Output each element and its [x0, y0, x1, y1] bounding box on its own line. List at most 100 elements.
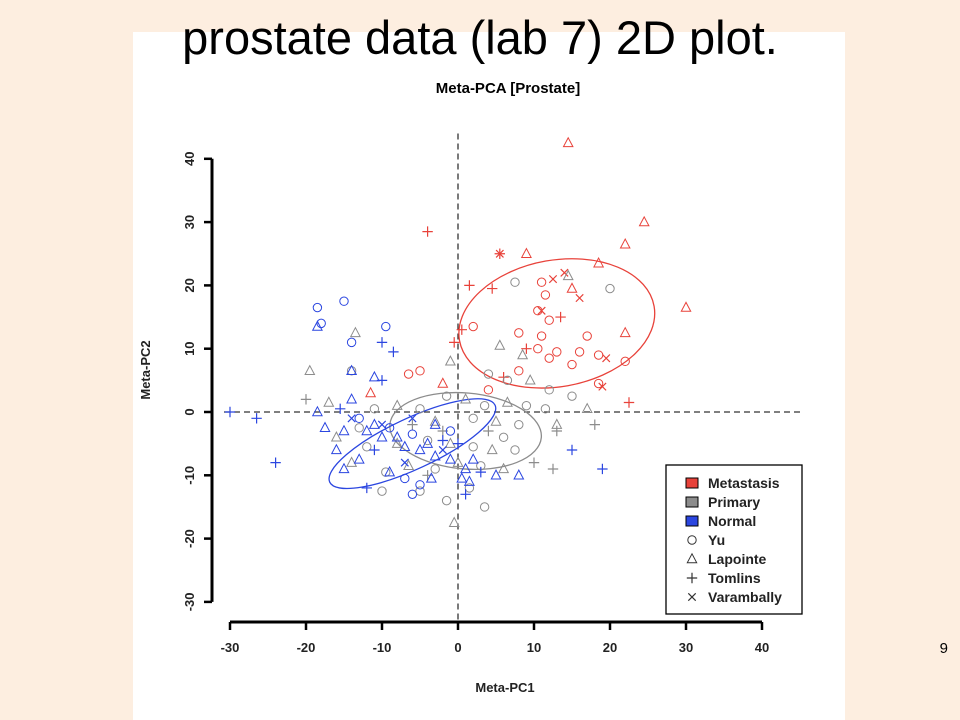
data-point-normal — [270, 457, 281, 468]
data-point-primary — [589, 419, 600, 430]
legend-marker-varambally — [687, 592, 697, 602]
axes: -30 -20 -10 0 10 20 30 40 -30 -20 -10 0 10 20 30 40 — [182, 152, 769, 655]
legend-marker-yu — [687, 535, 697, 545]
data-point-primary — [304, 364, 316, 376]
data-point-normal — [407, 489, 418, 499]
data-point-primary — [300, 394, 312, 405]
legend-label-metastasis: Metastasis — [708, 475, 780, 491]
data-point-normal — [400, 458, 409, 467]
data-point-metastasis — [365, 386, 377, 398]
data-point-metastasis — [520, 247, 532, 258]
y-tick-label: 20 — [182, 278, 197, 292]
y-tick-label: 30 — [182, 215, 197, 229]
data-point-primary — [330, 431, 342, 442]
data-point-normal — [346, 337, 357, 348]
data-point-metastasis — [468, 321, 478, 332]
data-point-normal — [422, 437, 434, 448]
data-point-metastasis — [562, 136, 574, 148]
data-point-normal — [311, 320, 323, 331]
data-point-primary — [441, 391, 452, 401]
data-point-normal — [311, 405, 323, 417]
x-tick-label: -30 — [221, 640, 240, 655]
data-point-primary — [468, 442, 478, 452]
data-point-primary — [391, 399, 403, 410]
data-point-primary — [483, 369, 494, 379]
data-point-primary — [441, 495, 452, 506]
data-point-normal — [376, 375, 388, 386]
slide-title: prostate data (lab 7) 2D plot. — [182, 11, 778, 64]
data-point-primary — [562, 269, 574, 281]
confidence-ellipses — [328, 258, 656, 490]
data-point-primary — [547, 463, 559, 475]
data-point-normal — [425, 472, 437, 483]
data-point-primary — [479, 502, 490, 512]
data-point-normal — [251, 413, 262, 424]
data-point-primary — [403, 459, 415, 471]
data-point-primary — [460, 393, 472, 404]
data-point-normal — [354, 413, 364, 424]
y-tick-label: -20 — [182, 529, 197, 548]
data-point-primary — [464, 483, 475, 493]
data-point-metastasis — [548, 274, 558, 284]
data-point-normal — [368, 370, 380, 382]
data-point-normal — [347, 414, 356, 423]
legend-swatch-metastasis — [685, 477, 699, 489]
data-point-normal — [339, 296, 349, 306]
data-point-primary — [528, 457, 540, 468]
data-point-primary — [323, 396, 335, 407]
data-point-primary — [430, 464, 440, 474]
y-tick-label: 10 — [182, 341, 197, 355]
legend-marker-lapointe — [686, 552, 698, 564]
legend-swatch-primary — [685, 496, 699, 508]
data-point-primary — [354, 423, 364, 433]
data-point-primary — [524, 374, 536, 385]
data-point-metastasis — [619, 237, 631, 249]
data-point-normal — [463, 475, 475, 486]
data-point-normal — [369, 444, 380, 456]
data-point-primary — [346, 456, 358, 467]
data-point-primary — [502, 375, 513, 386]
slide-number: 9 — [939, 640, 948, 657]
data-point-normal — [513, 469, 525, 480]
data-point-normal — [460, 489, 471, 500]
data-point-primary — [510, 277, 520, 287]
data-point-metastasis — [582, 331, 592, 341]
data-point-normal — [475, 466, 486, 478]
data-point-primary — [540, 404, 551, 414]
legend-swatch-normal — [685, 515, 699, 527]
data-point-metastasis — [574, 347, 585, 357]
data-point-metastasis — [602, 354, 611, 363]
data-point-metastasis — [598, 382, 607, 391]
data-point-normal — [429, 450, 441, 461]
data-point-primary — [391, 437, 403, 448]
data-point-normal — [368, 418, 380, 429]
ellipse-normal — [328, 398, 497, 490]
data-point-metastasis — [593, 256, 605, 268]
data-point-normal — [566, 444, 578, 456]
data-point-normal — [467, 453, 479, 464]
data-point-normal — [597, 463, 608, 475]
data-point-metastasis — [540, 290, 551, 300]
y-tick-label: -30 — [182, 593, 197, 612]
data-point-metastasis — [552, 347, 562, 357]
legend-label-yu: Yu — [708, 532, 725, 548]
data-point-primary — [605, 283, 615, 294]
data-point-primary — [429, 415, 441, 426]
data-point-primary — [510, 445, 520, 455]
data-point-normal — [415, 480, 425, 490]
data-point-normal — [330, 443, 342, 455]
data-point-metastasis — [560, 268, 569, 277]
data-point-normal — [407, 429, 418, 439]
plot-title: Meta-PCA [Prostate] — [436, 80, 580, 97]
data-point-primary — [444, 355, 456, 366]
data-point-primary — [479, 400, 490, 411]
ellipse-primary — [389, 391, 543, 471]
data-point-normal — [408, 414, 417, 423]
data-point-primary — [452, 456, 464, 467]
data-point-normal — [353, 453, 365, 464]
data-point-primary — [448, 516, 460, 527]
legend-label-normal: Normal — [708, 513, 756, 529]
data-point-normal — [399, 440, 411, 452]
data-point-normal — [414, 443, 426, 455]
data-point-primary — [501, 396, 513, 407]
